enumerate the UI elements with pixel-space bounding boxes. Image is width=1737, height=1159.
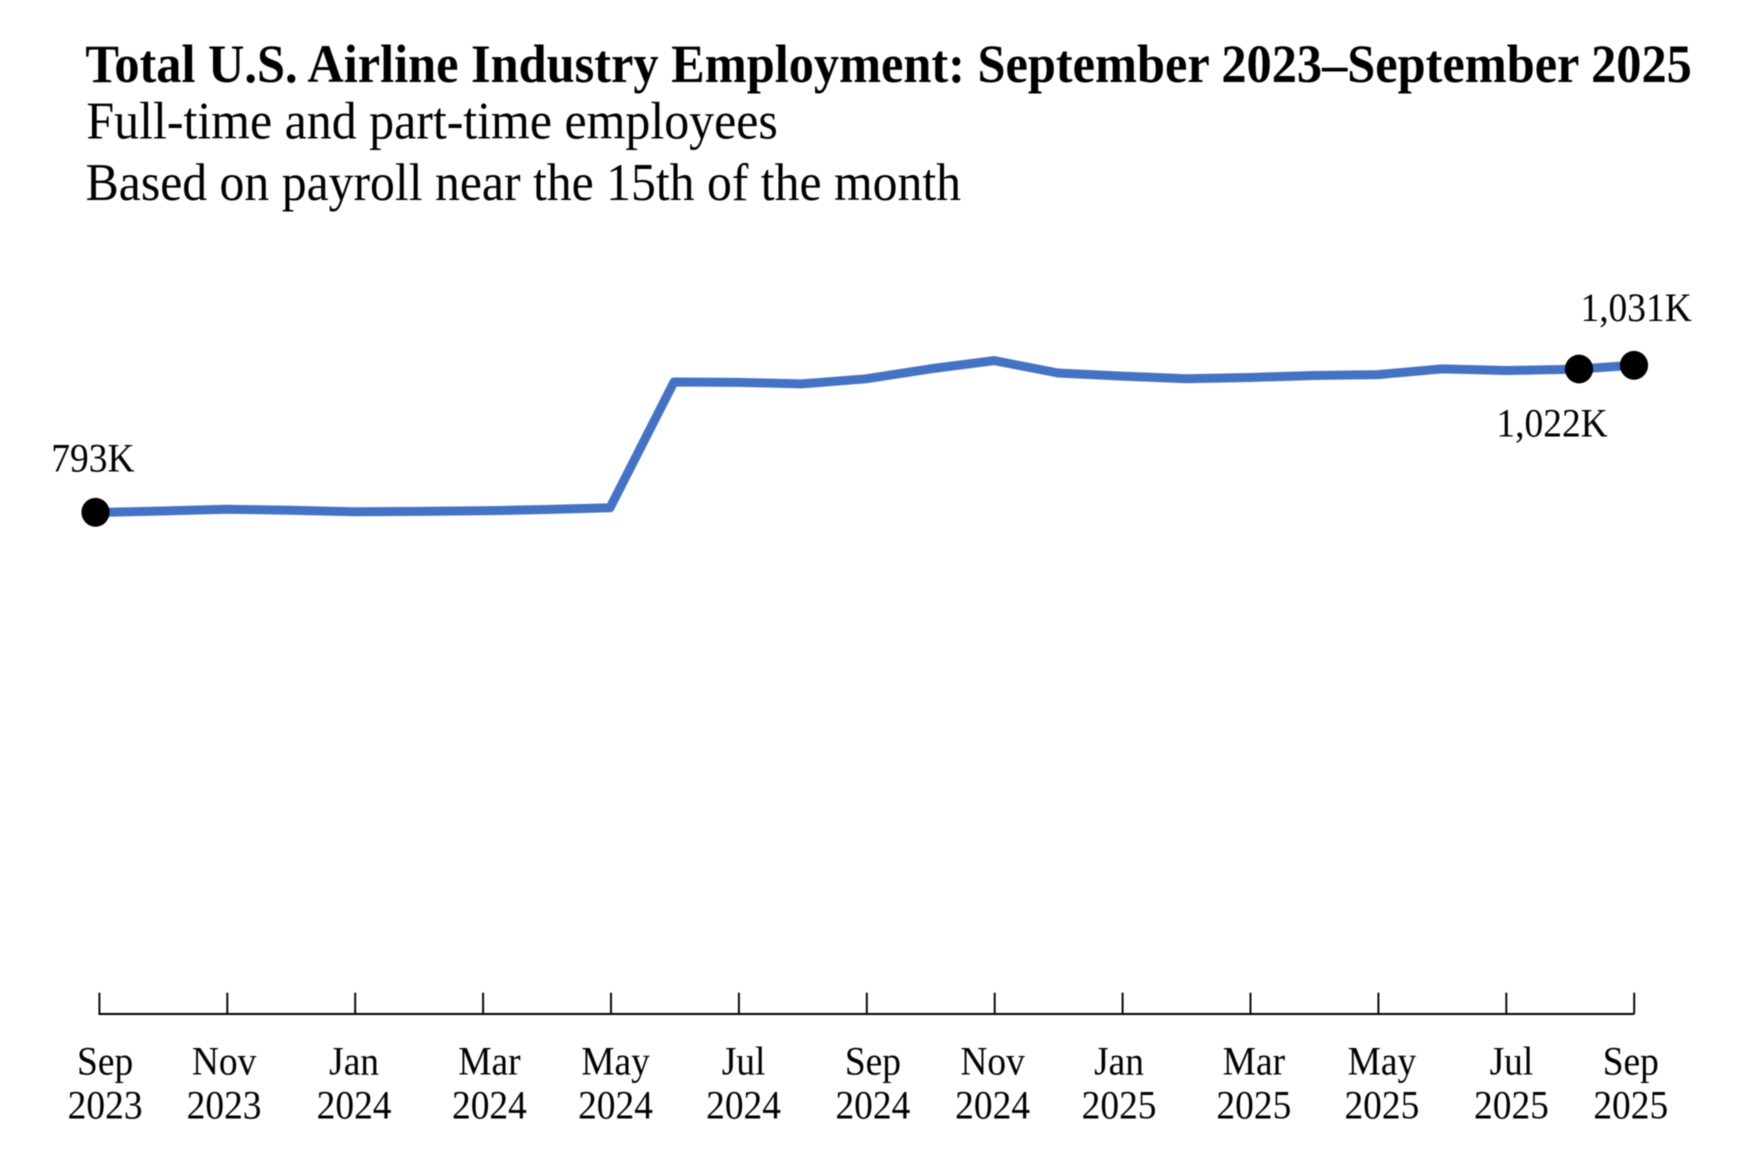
svg-text:Jul: Jul xyxy=(1490,1039,1534,1083)
svg-text:Based on payroll near the 15th: Based on payroll near the 15th of the mo… xyxy=(86,153,962,212)
svg-text:Full-time and part-time employ: Full-time and part-time employees xyxy=(86,92,777,151)
svg-text:Mar: Mar xyxy=(1223,1039,1285,1083)
svg-text:Mar: Mar xyxy=(458,1039,520,1083)
svg-text:2025: 2025 xyxy=(1082,1084,1157,1128)
svg-text:Jul: Jul xyxy=(722,1039,766,1083)
svg-text:Sep: Sep xyxy=(77,1039,133,1083)
svg-text:2023: 2023 xyxy=(187,1084,262,1128)
svg-text:2024: 2024 xyxy=(706,1084,781,1128)
svg-text:2025: 2025 xyxy=(1216,1084,1291,1128)
svg-text:1,031K: 1,031K xyxy=(1580,286,1691,330)
svg-text:1,022K: 1,022K xyxy=(1496,401,1607,445)
svg-text:Sep: Sep xyxy=(1603,1039,1659,1083)
svg-text:793K: 793K xyxy=(51,437,134,481)
svg-text:Sep: Sep xyxy=(845,1039,901,1083)
svg-text:Jan: Jan xyxy=(1094,1039,1144,1083)
svg-text:2025: 2025 xyxy=(1593,1084,1668,1128)
svg-text:2024: 2024 xyxy=(452,1084,527,1128)
svg-text:2024: 2024 xyxy=(955,1084,1030,1128)
svg-text:2024: 2024 xyxy=(317,1084,392,1128)
svg-text:2025: 2025 xyxy=(1474,1084,1549,1128)
svg-text:May: May xyxy=(581,1039,650,1083)
svg-text:2024: 2024 xyxy=(578,1084,653,1128)
svg-text:Nov: Nov xyxy=(960,1039,1025,1083)
svg-text:2024: 2024 xyxy=(835,1084,910,1128)
svg-text:May: May xyxy=(1348,1039,1417,1083)
svg-text:Total U.S. Airline Industry Em: Total U.S. Airline Industry Employment: … xyxy=(85,35,1691,95)
svg-text:2023: 2023 xyxy=(68,1084,143,1128)
svg-text:Nov: Nov xyxy=(192,1039,257,1083)
svg-text:Jan: Jan xyxy=(329,1039,379,1083)
svg-text:2025: 2025 xyxy=(1344,1084,1419,1128)
